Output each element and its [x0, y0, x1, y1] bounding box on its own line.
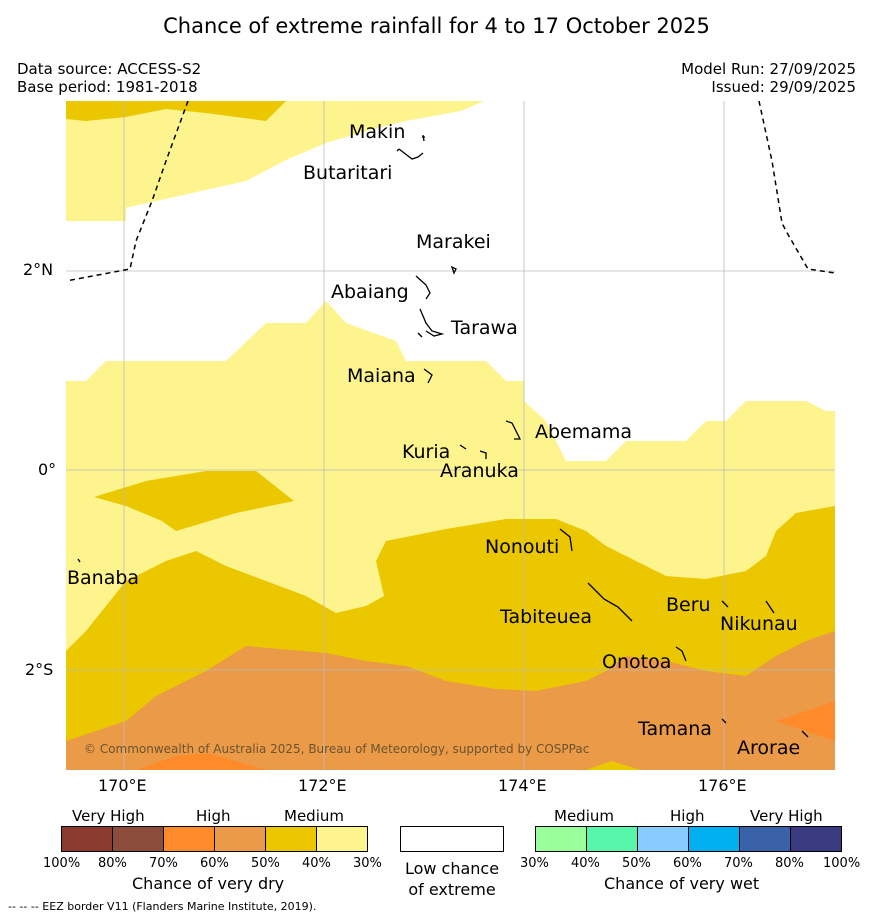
region-dry-medium-patch: [586, 761, 641, 770]
legend-wet-swatch-5: [790, 826, 842, 852]
lon-label-174: 174°E: [498, 776, 547, 795]
region-dry-high-south: [136, 753, 266, 770]
island-label-tamana: Tamana: [638, 718, 712, 740]
island-label-tabiteuea: Tabiteuea: [500, 606, 592, 628]
meta-left: Data source: ACCESS-S2 Base period: 1981…: [17, 60, 201, 96]
legend-dry-title: Chance of very dry: [132, 874, 285, 893]
legend-wet-cat-very-high: Very High: [750, 807, 823, 825]
legend-wet-pct-60: 60%: [673, 856, 702, 871]
legend-wet-pct-40: 40%: [571, 856, 600, 871]
legend-wet-title: Chance of very wet: [604, 874, 760, 893]
island-label-tarawa: Tarawa: [451, 317, 518, 339]
model-run: Model Run: 27/09/2025: [681, 60, 856, 78]
eez-footnote: -- -- -- EEZ border V11 (Flanders Marine…: [8, 900, 317, 913]
map-svg: [66, 101, 835, 770]
lon-label-176: 176°E: [698, 776, 747, 795]
legend-dry-swatch-0: [61, 826, 113, 852]
legend-wet-pct-100: 100%: [823, 856, 861, 871]
legend-wet-cat-high: High: [670, 807, 705, 825]
region-dry-medium-light-north-2: [66, 101, 326, 221]
legend-wet-pct-50: 50%: [622, 856, 651, 871]
island-label-maiana: Maiana: [347, 365, 416, 387]
island-label-butaritari: Butaritari: [303, 162, 393, 184]
island-label-kuria: Kuria: [402, 441, 451, 463]
graticule: [66, 101, 835, 770]
island-label-marakei: Marakei: [416, 231, 491, 253]
island-label-beru: Beru: [666, 594, 711, 616]
lat-label-0: 0°: [38, 460, 57, 479]
legend-wet-pct-80: 80%: [775, 856, 804, 871]
legend-dry-cat-high: High: [196, 807, 231, 825]
data-source: Data source: ACCESS-S2: [17, 60, 202, 78]
map-title: Chance of extreme rainfall for 4 to 17 O…: [163, 14, 710, 38]
legend-dry-pct-30: 30%: [353, 856, 382, 871]
region-dry-medium-north: [66, 101, 286, 121]
legend-dry-swatch-1: [112, 826, 164, 852]
lon-label-170: 170°E: [98, 776, 147, 795]
island-outlines: [77, 134, 809, 738]
region-dry-medium-ridge: [94, 471, 294, 531]
legend-wet-pct-70: 70%: [724, 856, 753, 871]
legend-wet-swatch-3: [688, 826, 740, 852]
eez-border: [66, 101, 835, 282]
map-area: © Commonwealth of Australia 2025, Bureau…: [66, 101, 835, 770]
legend-low-line2: of extreme: [408, 880, 496, 899]
legend-wet-swatch-1: [586, 826, 638, 852]
legend-low-line1: Low chance: [404, 859, 500, 878]
island-label-arorae: Arorae: [737, 737, 801, 759]
legend-dry-swatch-2: [163, 826, 215, 852]
legend-dry-pct-50: 50%: [251, 856, 280, 871]
legend-dry-swatch-4: [265, 826, 317, 852]
lat-label-2n: 2°N: [23, 260, 54, 279]
legend-low-swatch: [400, 826, 504, 852]
region-dry-high-light: [66, 631, 835, 770]
legend-dry-pct-80: 80%: [98, 856, 127, 871]
island-label-abaiang: Abaiang: [331, 281, 409, 303]
copyright: © Commonwealth of Australia 2025, Bureau…: [84, 742, 590, 756]
island-label-makin: Makin: [349, 121, 406, 143]
meta-right: Model Run: 27/09/2025 Issued: 29/09/2025: [681, 60, 856, 96]
legend-dry-pct-100: 100%: [43, 856, 81, 871]
island-label-aranuka: Aranuka: [440, 460, 519, 482]
legend-wet-swatch-4: [739, 826, 791, 852]
lat-label-2s: 2°S: [25, 660, 54, 679]
legend-dry-pct-40: 40%: [302, 856, 331, 871]
island-label-nikunau: Nikunau: [720, 613, 798, 635]
region-dry-high-east: [776, 701, 835, 741]
legend-dry-pct-70: 70%: [149, 856, 178, 871]
issued-date: Issued: 29/09/2025: [711, 78, 856, 96]
island-label-abemama: Abemama: [535, 421, 633, 443]
legend-dry-swatch-3: [214, 826, 266, 852]
legend-wet-pct-30: 30%: [520, 856, 549, 871]
legend-wet-cat-medium: Medium: [554, 807, 614, 825]
legend-dry-pct-60: 60%: [200, 856, 229, 871]
legend-dry-cat-very-high: Very High: [72, 807, 145, 825]
legend-dry-swatch-5: [316, 826, 368, 852]
legend-wet-swatch-2: [637, 826, 689, 852]
island-label-nonouti: Nonouti: [485, 536, 560, 558]
island-label-banaba: Banaba: [67, 567, 140, 589]
legend-wet-swatch-0: [535, 826, 587, 852]
lon-label-172: 172°E: [298, 776, 347, 795]
base-period: Base period: 1981-2018: [17, 78, 198, 96]
island-label-onotoa: Onotoa: [602, 651, 672, 673]
legend-dry-cat-medium: Medium: [284, 807, 344, 825]
